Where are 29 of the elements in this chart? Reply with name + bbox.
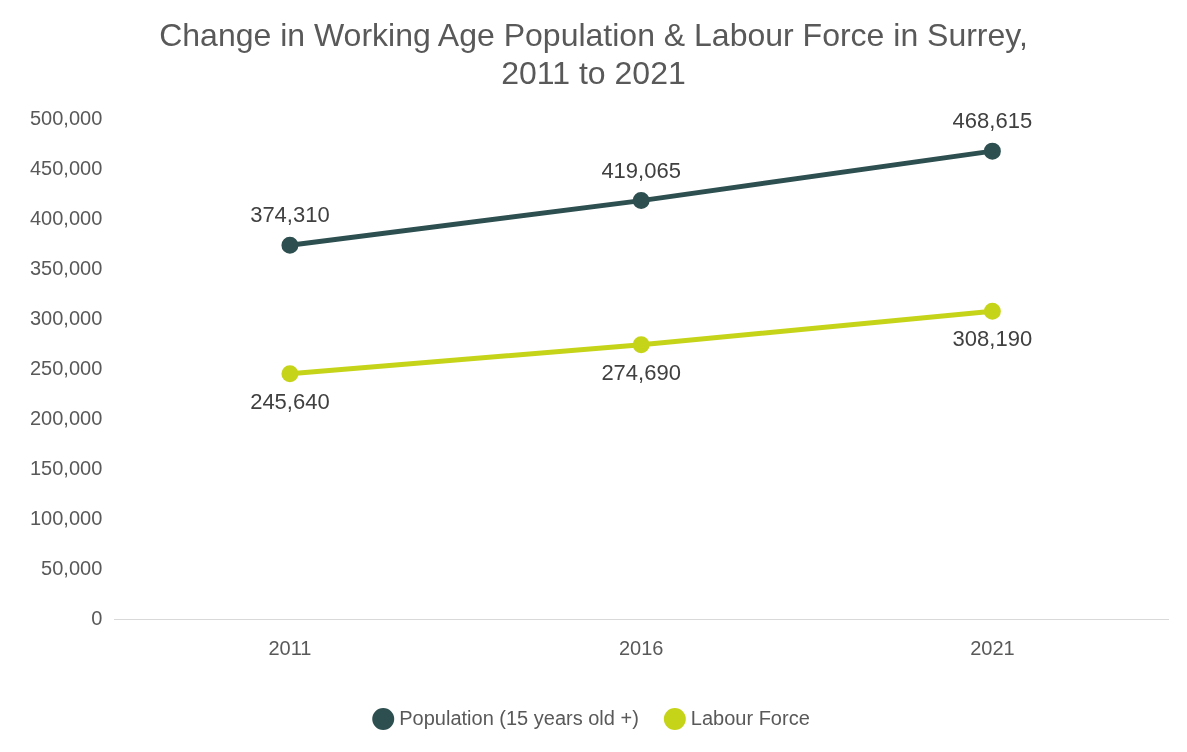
point: [632, 192, 650, 210]
point: [281, 365, 299, 383]
chart-title: Change in Working Age Population & Labour Force in Surrey, 2011 to 2021: [159, 17, 1028, 92]
point: [281, 236, 299, 254]
data-label: 245,640: [250, 388, 330, 414]
x-tick-label: 2011: [268, 636, 312, 659]
x-tick-label: 2021: [970, 636, 1015, 659]
point: [983, 142, 1001, 160]
y-tick-label: 350,000: [30, 257, 103, 280]
y-tick-label: 50,000: [41, 556, 103, 579]
data-label: 419,065: [601, 157, 681, 183]
data-label: 308,190: [952, 326, 1033, 352]
y-tick-label: 100,000: [30, 506, 103, 529]
legend-label: Population (15 years old +): [399, 706, 639, 729]
point: [983, 302, 1001, 320]
y-tick-label: 250,000: [30, 356, 103, 379]
data-label: 274,690: [601, 359, 681, 385]
y-tick-label: 300,000: [30, 307, 103, 329]
y-tick-label: 0: [91, 606, 103, 629]
point: [632, 336, 650, 354]
data-label: 468,615: [952, 108, 1033, 134]
y-tick-label: 450,000: [30, 157, 103, 180]
legend-label: Labour Force: [690, 706, 810, 729]
y-tick-label: 200,000: [30, 406, 103, 429]
data-label: 374,310: [250, 202, 330, 228]
y-tick-label: 150,000: [30, 456, 103, 479]
x-tick-label: 2016: [618, 636, 664, 659]
y-tick-label: 500,000: [30, 107, 103, 130]
y-tick-label: 400,000: [30, 207, 103, 230]
